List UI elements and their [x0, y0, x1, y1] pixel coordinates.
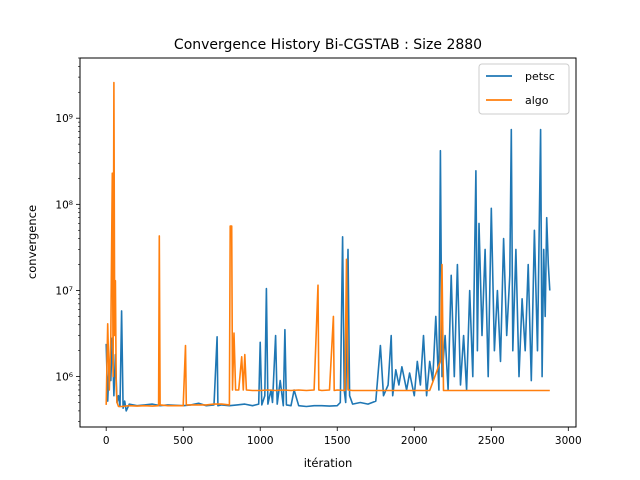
legend-label-algo: algo — [525, 94, 549, 107]
legend: petsc algo — [478, 63, 570, 115]
y-axis-label: convergence — [25, 205, 39, 279]
x-tick-label: 2000 — [401, 435, 428, 447]
plot-frame — [79, 57, 577, 428]
plot-area — [80, 58, 576, 427]
y-tick-label: 10⁷ — [55, 285, 73, 297]
x-tick-label: 1000 — [247, 435, 274, 447]
x-tick-label: 1500 — [324, 435, 351, 447]
chart-title: Convergence History Bi-CGSTAB : Size 288… — [174, 37, 482, 53]
x-tick-label: 500 — [173, 435, 193, 447]
series-layer — [105, 81, 551, 412]
x-ticks: 0 500 1000 1500 2000 2500 3000 — [103, 427, 582, 447]
legend-label-petsc: petsc — [525, 70, 555, 83]
y-tick-label: 10⁶ — [55, 372, 73, 384]
legend-box — [478, 63, 570, 115]
y-ticks: 10⁶ 10⁷ 10⁸ 10⁹ — [55, 57, 80, 422]
x-tick-label: 2500 — [478, 435, 505, 447]
y-tick-label: 10⁹ — [55, 113, 73, 125]
x-tick-label: 3000 — [555, 435, 582, 447]
y-tick-label: 10⁸ — [55, 199, 73, 211]
x-axis-label: itération — [304, 456, 353, 470]
x-tick-label: 0 — [103, 435, 110, 447]
series-line-algo — [105, 81, 550, 408]
